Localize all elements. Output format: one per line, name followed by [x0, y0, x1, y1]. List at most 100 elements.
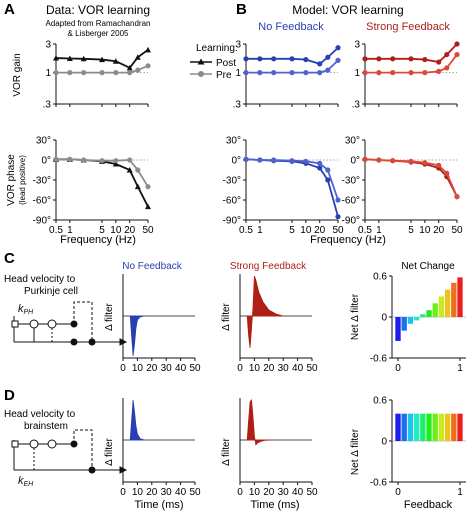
y-tick-label: 30°	[345, 136, 360, 147]
y-tick-label: 1	[45, 68, 51, 79]
x-tick-label: 0.5	[358, 225, 372, 236]
legend-pre-marker	[198, 71, 204, 77]
marker-post	[271, 56, 277, 62]
marker-pre	[422, 160, 428, 166]
marker-pre	[67, 70, 73, 76]
panel-a-subtitle-2: & Lisberger 2005	[68, 29, 129, 38]
marker-pre	[135, 167, 141, 173]
x-tick-label: 10	[249, 363, 261, 374]
net-change-bar	[413, 317, 420, 321]
panel-c-col-nofb: No Feedback	[122, 261, 182, 272]
marker-post	[325, 54, 331, 60]
marker-post	[390, 56, 396, 62]
net-change-bar	[457, 413, 463, 441]
legend-post-marker	[197, 58, 205, 65]
y-tick-label: 0	[381, 437, 387, 448]
marker-pre	[362, 156, 368, 162]
marker-pre	[53, 156, 59, 162]
marker-pre	[408, 70, 414, 76]
marker-pre	[243, 156, 249, 162]
x-tick-label: 0.5	[49, 225, 63, 236]
marker-pre	[81, 157, 87, 163]
x-tick-label: 20	[146, 487, 158, 498]
filter-plot-d-strongfb: 0 10 20 30 40 50	[237, 398, 318, 498]
d-net-ylabel: Net Δ filter	[350, 428, 361, 475]
panel-a-xlabel: Frequency (Hz)	[60, 234, 136, 246]
marker-pre	[99, 70, 105, 76]
y-tick-label: 30°	[36, 136, 51, 147]
x-tick-label: 20	[314, 225, 326, 236]
y-tick-label: .3	[352, 100, 361, 111]
vor-gain-plot-data: 31.3	[43, 40, 151, 111]
x-tick-label: 30	[161, 363, 173, 374]
marker-post	[112, 58, 119, 64]
panel-d-title-2: brainstem	[24, 421, 68, 432]
marker-post	[66, 55, 73, 61]
x-tick-label: 40	[175, 487, 187, 498]
x-tick-label: 0.5	[239, 225, 253, 236]
filter-area	[129, 315, 145, 357]
marker-pre	[408, 158, 414, 164]
marker-pre	[243, 70, 249, 76]
net-change-bars-d: 0.6 0 -0.6 0 1	[370, 396, 466, 498]
series-line-post	[364, 158, 458, 198]
panel-a-phase-ylabel: VOR phase	[6, 154, 17, 206]
marker-post	[126, 167, 133, 173]
x-tick-label: 0	[237, 363, 243, 374]
circuit-diagram-purkinje: kPH	[11, 301, 128, 346]
marker-pre	[436, 162, 442, 168]
k-eh-label: kEH	[18, 475, 34, 488]
marker-pre	[67, 156, 73, 162]
net-change-bar	[444, 289, 451, 317]
d-net-xlabel: Feedback	[404, 499, 453, 511]
panel-b-title: Model: VOR learning	[292, 3, 403, 17]
filter-plot-d-nofb: 0 10 20 30 40 50	[120, 398, 201, 498]
panel-a-phase-ylabel-2: (lead positive)	[18, 155, 27, 205]
marker-pre	[303, 158, 309, 164]
d-strongfb-ylabel: Δ filter	[221, 437, 232, 465]
panel-letter-c: C	[4, 250, 15, 267]
filter-area	[129, 399, 145, 441]
marker-post	[376, 56, 382, 62]
marker-pre	[335, 57, 341, 63]
y-tick-label: -30°	[342, 176, 360, 187]
x-tick-label: 50	[306, 487, 318, 498]
series-line-pre	[245, 158, 339, 201]
x-tick-label: 50	[306, 363, 318, 374]
net-change-bar	[444, 413, 451, 441]
net-change-bar	[451, 282, 457, 317]
marker-post	[243, 56, 249, 62]
marker-post	[80, 55, 87, 62]
panel-a-title: Data: VOR learning	[46, 3, 150, 17]
marker-pre	[362, 70, 368, 76]
y-tick-label: 3	[235, 40, 241, 51]
marker-post	[325, 177, 331, 183]
marker-pre	[113, 158, 119, 164]
series-line-pre	[364, 158, 458, 198]
marker-post	[444, 51, 450, 58]
y-tick-label: -60°	[33, 196, 51, 207]
y-tick-label: 1	[354, 68, 360, 79]
marker-post	[134, 183, 141, 190]
filter-area	[246, 275, 284, 349]
x-tick-label: 50	[142, 225, 154, 236]
net-change-bar	[395, 317, 401, 341]
y-tick-label: -60°	[223, 196, 241, 207]
marker-post	[335, 45, 341, 51]
x-tick-label: 5	[289, 225, 295, 236]
panel-letter-d: D	[4, 387, 15, 404]
y-tick-label: -90°	[33, 216, 51, 227]
marker-post	[436, 59, 442, 65]
net-change-bar	[451, 413, 457, 441]
marker-post	[335, 214, 341, 220]
marker-post	[408, 56, 414, 62]
input-node-d	[11, 440, 19, 448]
net-change-bar	[432, 303, 438, 317]
marker-post	[145, 46, 151, 53]
c-strongfb-ylabel: Δ filter	[221, 302, 232, 330]
x-tick-label: 50	[451, 225, 463, 236]
marker-post	[134, 54, 141, 60]
net-change-bar	[407, 317, 414, 324]
x-tick-label: 10	[419, 225, 431, 236]
